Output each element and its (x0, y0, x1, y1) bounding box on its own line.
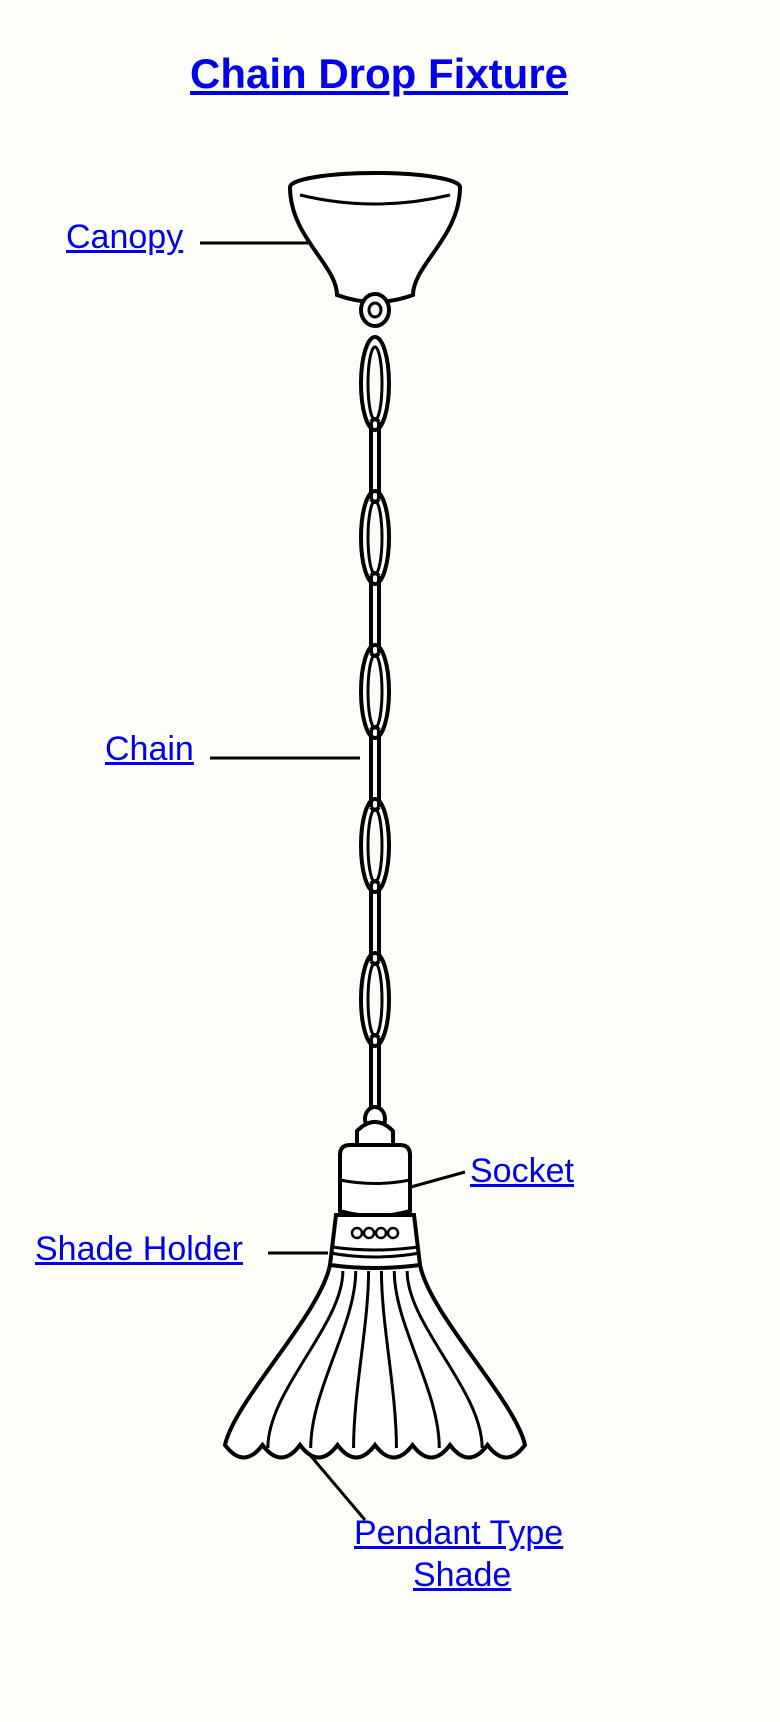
fixture-drawing (0, 0, 780, 1722)
